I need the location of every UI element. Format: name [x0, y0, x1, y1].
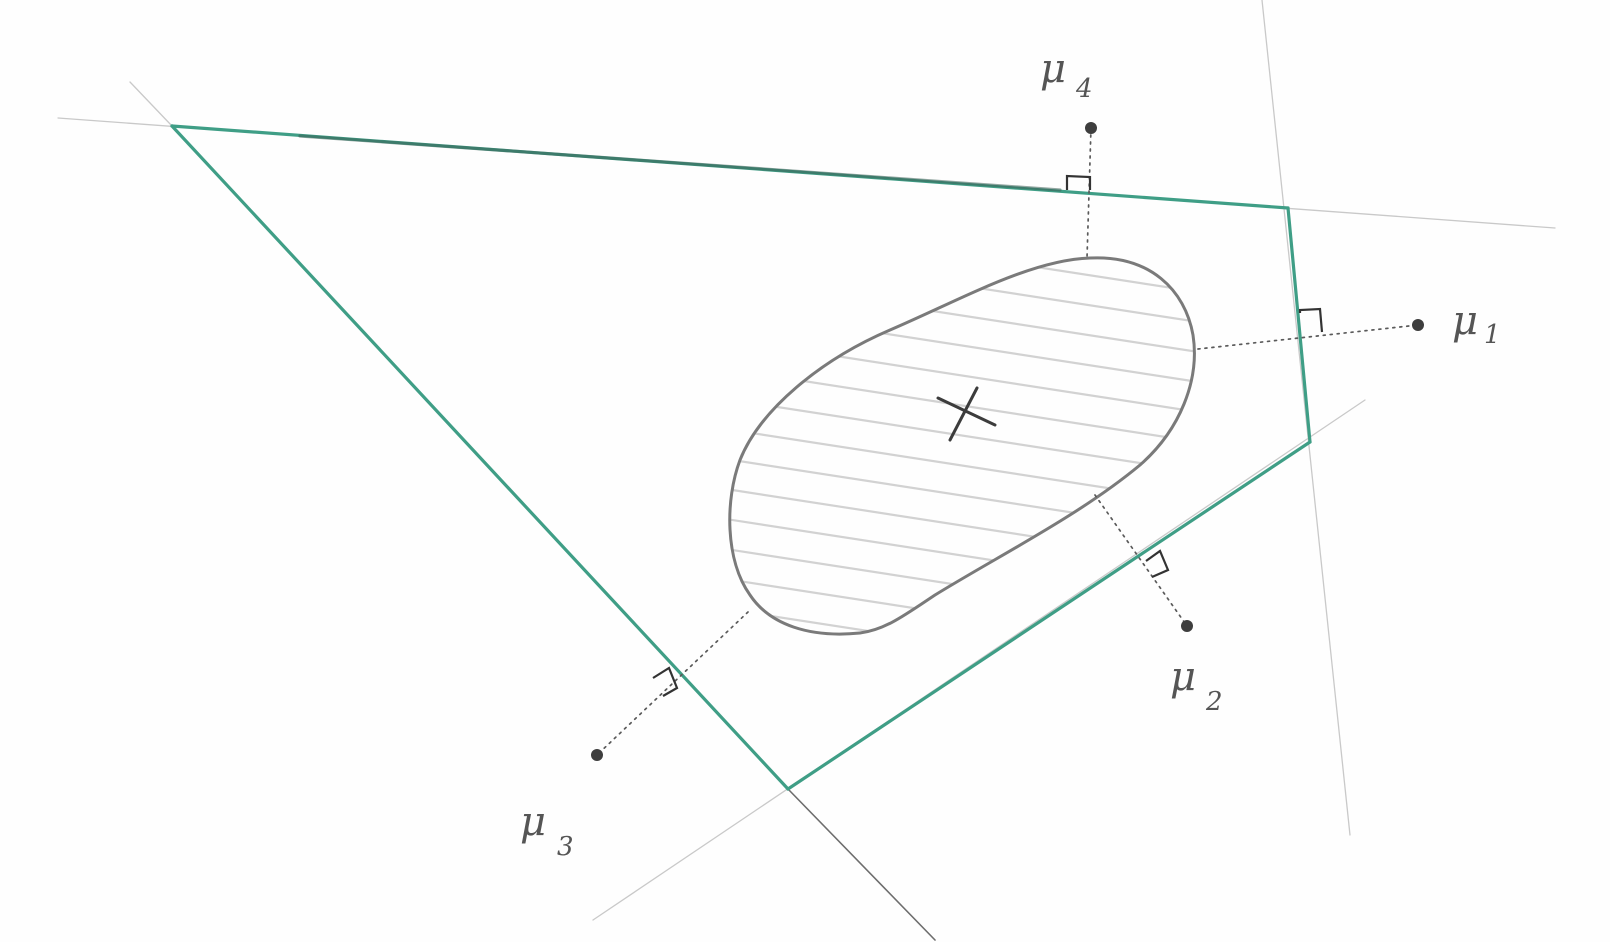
- right-angle-markers: [652, 174, 1324, 697]
- label-mu1-symbol: μ: [1452, 298, 1478, 344]
- right-angle-marker-mu2: [1145, 549, 1170, 579]
- points: [591, 122, 1424, 761]
- label-mu4-symbol: μ: [1040, 46, 1066, 92]
- perpendicular-lines: [596, 127, 1419, 756]
- point-labels: μ 1 μ 2 μ 3 μ 4: [520, 46, 1501, 862]
- right-angle-marker-mu1: [1298, 307, 1324, 333]
- label-mu1-index: 1: [1484, 320, 1501, 350]
- polygon-edge-bottom-right: [786, 440, 1312, 791]
- shaded-region: [728, 256, 1196, 636]
- center-mark: [936, 386, 997, 442]
- region-outline: [728, 256, 1196, 636]
- polygon-edge-top-dark: [298, 134, 1062, 192]
- point-mu4: [1085, 122, 1097, 134]
- polygon-edge-left: [170, 124, 790, 791]
- label-mu2-symbol: μ: [1170, 654, 1196, 700]
- label-mu4-index: 4: [1075, 74, 1093, 104]
- label-mu3-symbol: μ: [520, 799, 546, 845]
- guide-line-left-bottom: [787, 788, 936, 941]
- right-angle-marker-mu4: [1065, 174, 1092, 190]
- guide-line-lower-right: [592, 399, 1366, 921]
- polygon-edge-right: [1286, 206, 1312, 444]
- perp-line-mu3: [596, 611, 749, 756]
- label-mu2-index: 2: [1205, 687, 1223, 717]
- guide-line-right: [1261, 0, 1351, 836]
- point-mu1: [1412, 319, 1424, 331]
- right-angle-marker-mu3: [652, 666, 679, 697]
- hatch-lines: [729, 257, 1195, 635]
- center-cross-stroke-2: [948, 386, 979, 442]
- point-mu2: [1181, 620, 1193, 632]
- extended-guide-lines: [57, 0, 1556, 941]
- perp-line-mu2: [1094, 494, 1188, 627]
- perp-line-mu1: [1197, 324, 1419, 350]
- guide-line-left-top: [129, 81, 173, 127]
- perp-line-mu4: [1086, 127, 1092, 259]
- label-mu3-index: 3: [557, 832, 574, 862]
- center-cross-stroke-1: [936, 396, 997, 427]
- feasible-polygon: [170, 124, 1312, 791]
- point-mu3: [591, 749, 603, 761]
